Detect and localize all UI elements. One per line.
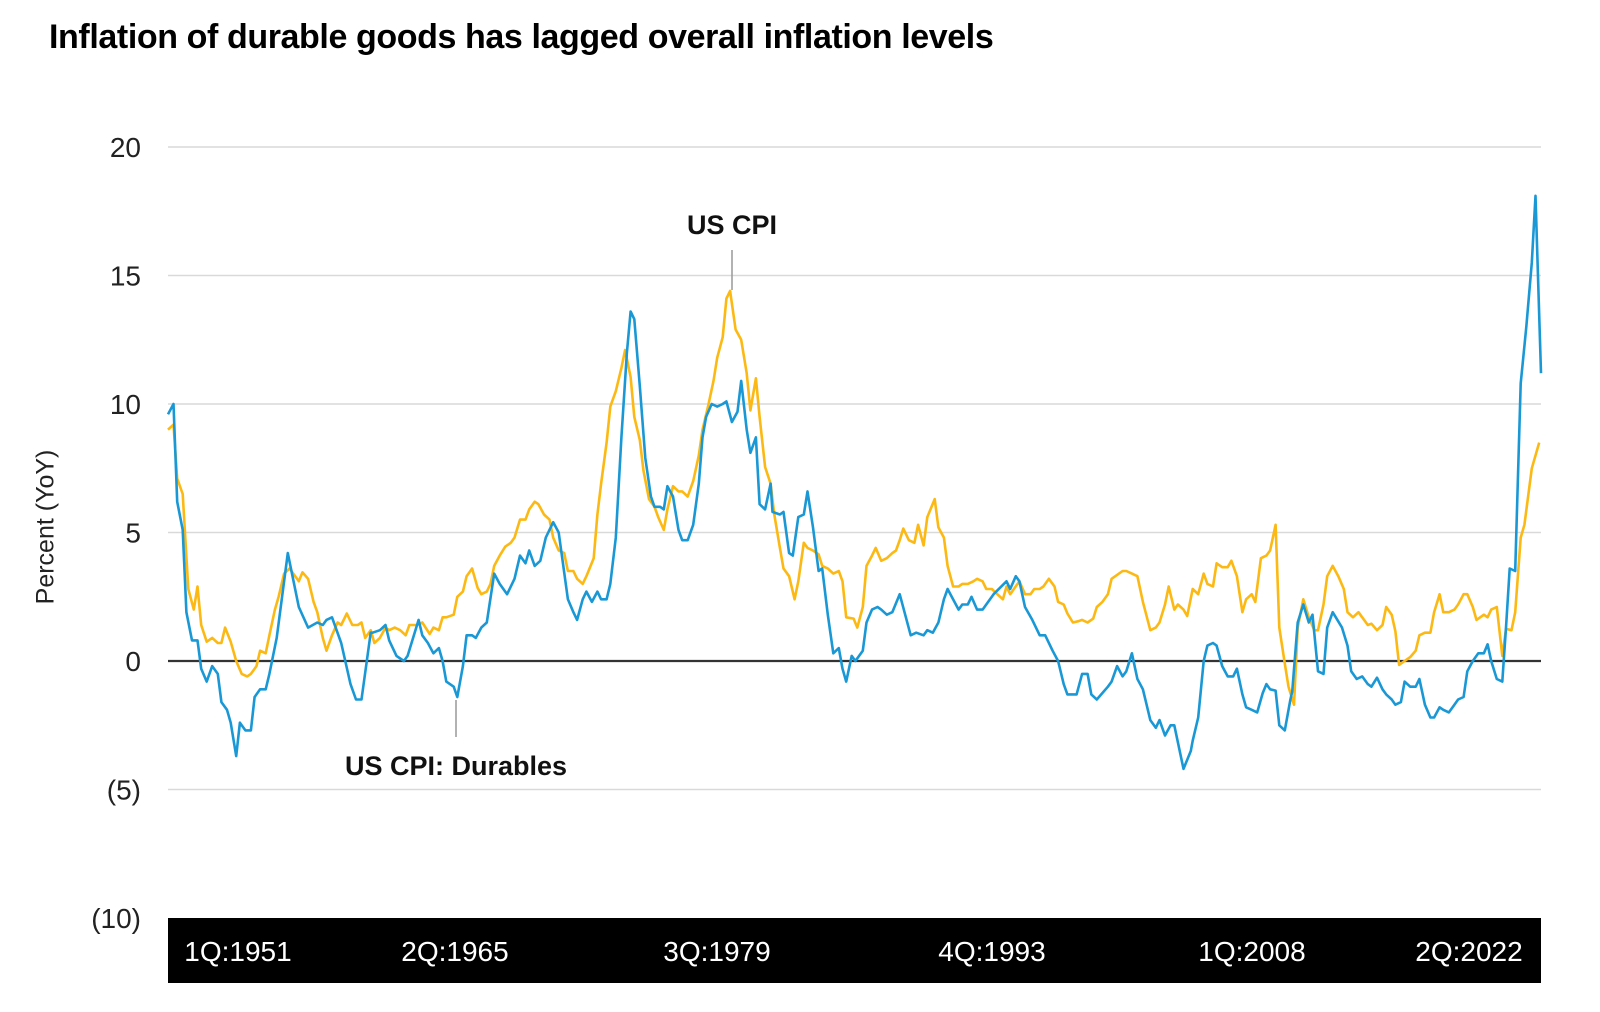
series-line-us-cpi [167, 289, 1541, 707]
x-tick-label: 1Q:2008 [1198, 936, 1305, 967]
annotations: US CPI US CPI: Durables [345, 210, 777, 781]
y-tick-label: 5 [125, 518, 141, 549]
x-axis-ticks: 1Q:1951 2Q:1965 3Q:1979 4Q:1993 1Q:2008 2Q:20… [184, 936, 1522, 967]
annotation-us-cpi: US CPI [687, 210, 777, 240]
y-tick-label: 15 [110, 261, 141, 292]
y-axis-ticks: 20 15 10 5 0 (5) (10) [91, 132, 141, 934]
series-lines [166, 194, 1543, 771]
x-axis-band [168, 918, 1541, 983]
annotation-us-cpi-durables: US CPI: Durables [345, 751, 567, 781]
y-tick-label: 10 [110, 389, 141, 420]
x-tick-label: 1Q:1951 [184, 936, 291, 967]
y-tick-label: (10) [91, 903, 141, 934]
y-tick-label: 20 [110, 132, 141, 163]
gridlines [168, 146, 1541, 791]
y-tick-label: 0 [125, 646, 141, 677]
y-tick-label: (5) [107, 775, 141, 806]
x-tick-label: 4Q:1993 [938, 936, 1045, 967]
x-tick-label: 2Q:2022 [1415, 936, 1522, 967]
x-tick-label: 3Q:1979 [663, 936, 770, 967]
chart-title: Inflation of durable goods has lagged ov… [49, 18, 994, 56]
x-tick-label: 2Q:1965 [401, 936, 508, 967]
series-line-us-cpi-durables [166, 194, 1543, 771]
